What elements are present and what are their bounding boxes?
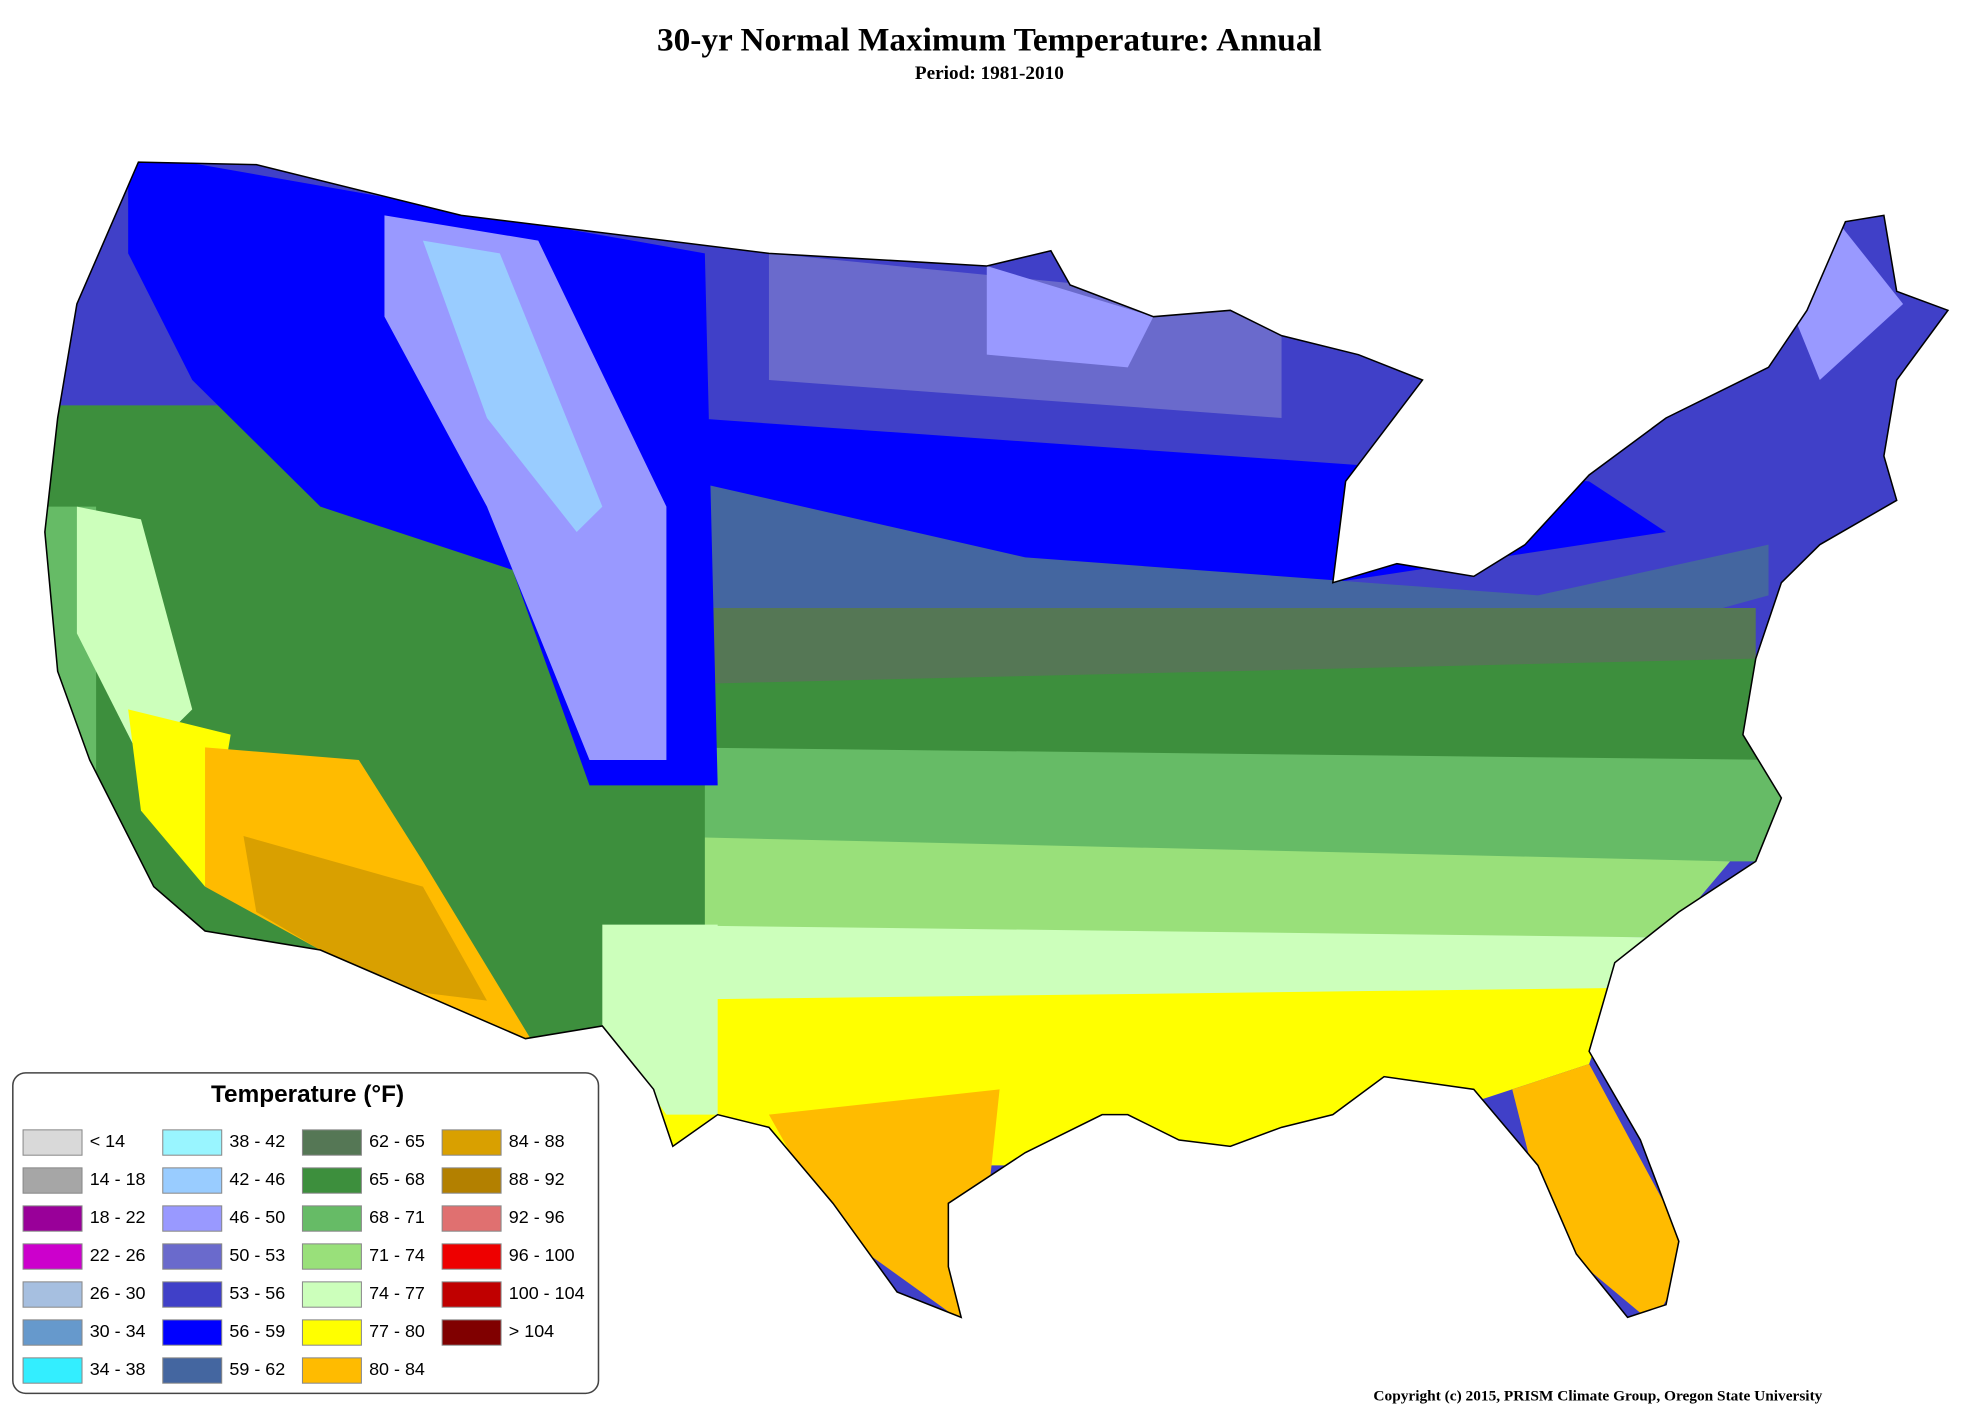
legend-swatch: [162, 1167, 223, 1194]
legend: < 14 14 - 18 18 - 22 22 - 26 26 - 30 30 - 34 3…: [22, 1129, 585, 1384]
temperature-band: [640, 836, 1731, 938]
legend-swatch: [441, 1129, 502, 1156]
legend-swatch: [441, 1319, 502, 1346]
temperature-band: [243, 836, 487, 1001]
legend-label: 46 - 50: [229, 1207, 285, 1227]
legend-swatch: [22, 1243, 83, 1270]
legend-label: 26 - 30: [90, 1283, 146, 1303]
temperature-band: [768, 1089, 1000, 1318]
legend-label: 42 - 46: [229, 1169, 285, 1189]
legend-swatch: [301, 1319, 362, 1346]
legend-label: 14 - 18: [90, 1169, 146, 1189]
legend-label: 22 - 26: [90, 1245, 146, 1265]
legend-swatch: [441, 1167, 502, 1194]
legend-label: 92 - 96: [509, 1207, 565, 1227]
legend-title: Temperature (°F): [211, 1081, 404, 1108]
legend-swatch: [301, 1281, 362, 1308]
legend-label: 77 - 80: [369, 1321, 425, 1341]
temperature-band: [76, 506, 193, 760]
legend-label: 88 - 92: [509, 1169, 565, 1189]
legend-label: 50 - 53: [229, 1245, 285, 1265]
temperature-band: [666, 747, 1782, 862]
legend-label: 96 - 100: [509, 1245, 575, 1265]
map-title: 30-yr Normal Maximum Temperature: Annual: [657, 22, 1322, 59]
legend-swatch: [301, 1243, 362, 1270]
legend-swatch: [162, 1319, 223, 1346]
legend-swatch: [162, 1243, 223, 1270]
temperature-band: [692, 658, 1769, 760]
legend-swatch: [441, 1205, 502, 1232]
legend-swatch: [22, 1129, 83, 1156]
legend-swatch: [162, 1357, 223, 1384]
temperature-band: [986, 266, 1154, 368]
legend-swatch: [301, 1129, 362, 1156]
temperature-band: [384, 215, 667, 761]
copyright: Copyright (c) 2015, PRISM Climate Group,…: [1373, 1388, 1822, 1405]
legend-label: 30 - 34: [90, 1321, 146, 1341]
legend-label: 38 - 42: [229, 1131, 285, 1151]
legend-label: 56 - 59: [229, 1321, 285, 1341]
legend-label: < 14: [90, 1131, 125, 1151]
legend-label: 71 - 74: [369, 1245, 425, 1265]
legend-swatch: [22, 1281, 83, 1308]
temperature-band: [589, 988, 1615, 1166]
legend-swatch: [441, 1243, 502, 1270]
legend-swatch: [301, 1205, 362, 1232]
legend-swatch: [301, 1167, 362, 1194]
temperature-band: [1512, 1064, 1692, 1318]
legend-swatch: [22, 1357, 83, 1384]
legend-label: 65 - 68: [369, 1169, 425, 1189]
legend-swatch: [441, 1281, 502, 1308]
legend-label: 84 - 88: [509, 1131, 565, 1151]
legend-swatch: [22, 1319, 83, 1346]
legend-swatch: [22, 1167, 83, 1194]
legend-label: 34 - 38: [90, 1359, 146, 1379]
legend-label: 18 - 22: [90, 1207, 146, 1227]
map-subtitle: Period: 1981-2010: [915, 63, 1064, 84]
legend-label: > 104: [509, 1321, 554, 1341]
legend-swatch: [22, 1205, 83, 1232]
legend-label: 68 - 71: [369, 1207, 425, 1227]
legend-swatch: [162, 1281, 223, 1308]
legend-label: 100 - 104: [509, 1283, 585, 1303]
legend-swatch: [162, 1129, 223, 1156]
temperature-band: [602, 924, 718, 1115]
legend-swatch: [301, 1357, 362, 1384]
legend-label: 59 - 62: [229, 1359, 285, 1379]
legend-label: 62 - 65: [369, 1131, 425, 1151]
legend-label: 80 - 84: [369, 1359, 425, 1379]
legend-swatch: [162, 1205, 223, 1232]
legend-label: 74 - 77: [369, 1283, 425, 1303]
temperature-band: [422, 240, 603, 532]
legend-label: 53 - 56: [229, 1283, 285, 1303]
